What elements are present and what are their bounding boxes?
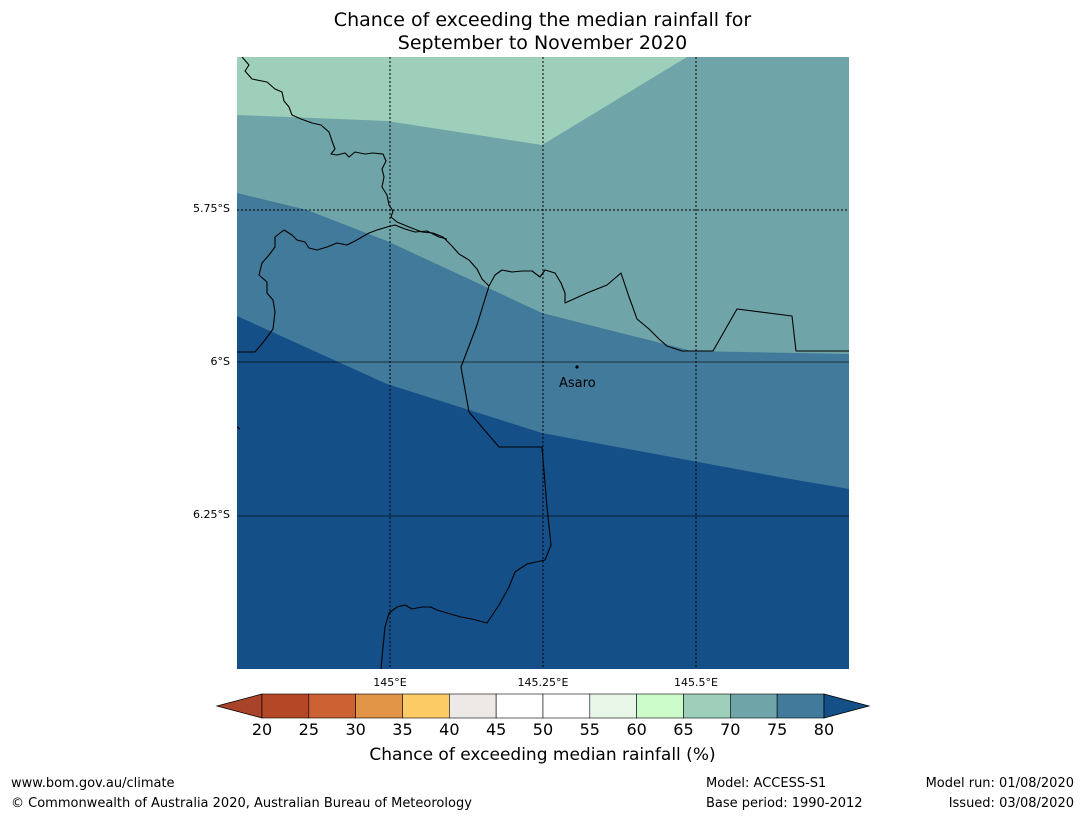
footer-model-run: Model run: 01/08/2020 xyxy=(925,776,1074,791)
colorbar-label: Chance of exceeding median rainfall (%) xyxy=(369,745,716,765)
colorbar-tick-label: 30 xyxy=(345,720,366,739)
colorbar-cell xyxy=(776,693,825,719)
colorbar-cell xyxy=(683,693,731,719)
lon-label-145-25: 145.25°E xyxy=(517,676,569,689)
border-west xyxy=(237,224,448,353)
border-south xyxy=(380,285,552,669)
colorbar-tick-label: 70 xyxy=(720,720,741,739)
band-65-70 xyxy=(237,57,687,145)
lon-label-145-5: 145.5°E xyxy=(674,676,718,689)
colorbar-tick-label: 80 xyxy=(813,720,835,739)
border-northern xyxy=(241,57,849,352)
border-tick-west xyxy=(237,426,241,430)
colorbar xyxy=(215,693,871,719)
graticule xyxy=(237,57,849,669)
footer-issued: Issued: 03/08/2020 xyxy=(948,796,1074,811)
lat-label-5-75: 5.75°S xyxy=(193,202,230,215)
colorbar-tick-label: 35 xyxy=(392,720,413,739)
colorbar-extend-high xyxy=(823,693,871,719)
colorbar-cell xyxy=(589,693,637,719)
lat-label-6: 6°S xyxy=(210,355,230,368)
province-borders xyxy=(237,57,849,669)
colorbar-tick-label: 60 xyxy=(626,720,647,739)
colorbar-tick-label: 55 xyxy=(579,720,600,739)
colorbar-extend-low xyxy=(215,693,263,719)
footer-model: Model: ACCESS-S1 xyxy=(706,776,827,791)
colorbar-cell xyxy=(542,693,591,719)
colorbar-cell xyxy=(261,693,310,719)
colorbar-tick-label: 75 xyxy=(766,720,788,739)
colorbar-tick-label: 40 xyxy=(439,720,460,739)
footer-url[interactable]: www.bom.gov.au/climate xyxy=(11,776,175,791)
colorbar-cell xyxy=(495,693,544,719)
map-title-line1: Chance of exceeding the median rainfall … xyxy=(333,9,752,31)
footer-copyright: © Commonwealth of Australia 2020, Austra… xyxy=(11,796,472,811)
place-marker xyxy=(575,365,579,369)
place-label: Asaro xyxy=(559,376,596,391)
map-title-line2: September to November 2020 xyxy=(397,32,688,54)
colorbar-cell xyxy=(308,693,356,719)
colorbar-tick-label: 50 xyxy=(532,720,554,739)
lat-label-6-25: 6.25°S xyxy=(193,508,230,521)
colorbar-tick-label: 25 xyxy=(298,720,320,739)
colorbar-cell xyxy=(402,693,450,719)
colorbar-tick-label: 65 xyxy=(673,720,694,739)
footer-base-period: Base period: 1990-2012 xyxy=(706,796,863,811)
lon-label-145: 145°E xyxy=(373,676,407,689)
colorbar-cell xyxy=(636,693,684,719)
colorbar-tick-label: 20 xyxy=(251,720,273,739)
colorbar-tick-label: 45 xyxy=(485,720,507,739)
colorbar-cell xyxy=(729,693,778,719)
rainfall-map[interactable]: Asaro xyxy=(237,57,849,669)
colorbar-cell xyxy=(449,693,497,719)
colorbar-cell xyxy=(355,693,403,719)
